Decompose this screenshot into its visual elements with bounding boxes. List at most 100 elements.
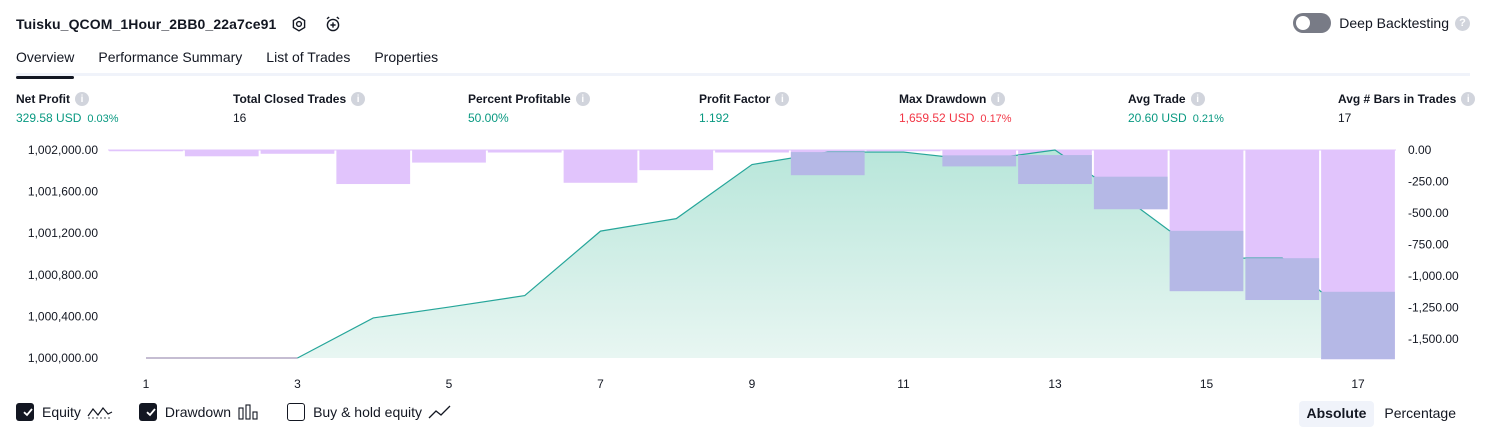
checkbox-drawdown[interactable] bbox=[138, 403, 157, 421]
metric-profit-factor: Profit Factor i 1.192 bbox=[699, 92, 790, 125]
tab-list-of-trades[interactable]: List of Trades bbox=[266, 49, 351, 65]
drawdown-bar[interactable] bbox=[866, 150, 941, 152]
y-right-tick-label: -250.00 bbox=[1408, 175, 1449, 189]
info-icon[interactable]: i bbox=[351, 92, 366, 106]
metric-value: 1,659.52 USD bbox=[899, 111, 975, 125]
mode-percentage-button[interactable]: Percentage bbox=[1384, 405, 1456, 421]
checkbox-equity[interactable] bbox=[16, 403, 34, 421]
strategy-header: Tuisku_QCOM_1Hour_2BB0_22a7ce91 bbox=[16, 12, 344, 36]
x-tick-label: 13 bbox=[1048, 377, 1062, 391]
metric-label: Profit Factor bbox=[699, 92, 771, 106]
legend-label: Drawdown bbox=[164, 404, 232, 420]
info-icon[interactable]: i bbox=[775, 92, 790, 106]
equity-area bbox=[146, 150, 1358, 358]
x-tick-label: 1 bbox=[143, 377, 150, 391]
y-left-tick-label: 1,000,400.00 bbox=[28, 309, 98, 323]
metric-value: 20.60 USD bbox=[1128, 111, 1187, 125]
x-tick-label: 11 bbox=[897, 377, 910, 391]
x-tick-label: 7 bbox=[597, 377, 604, 391]
metric-max-drawdown: Max Drawdown i 1,659.52 USD 0.17% bbox=[899, 92, 1012, 125]
legend-equity[interactable]: Equity bbox=[16, 403, 113, 421]
metric-value: 329.58 USD bbox=[16, 111, 82, 125]
metric-label: Avg Trade bbox=[1128, 92, 1186, 106]
tab-performance-summary[interactable]: Performance Summary bbox=[98, 49, 243, 65]
x-tick-label: 5 bbox=[446, 377, 453, 391]
report-tabs: Overview Performance Summary List of Tra… bbox=[16, 44, 1470, 79]
drawdown-overlap bbox=[942, 155, 1017, 167]
drawdown-bar[interactable] bbox=[563, 150, 638, 183]
drawdown-bar[interactable] bbox=[260, 150, 335, 154]
metric-value: 1.192 bbox=[699, 111, 730, 125]
deep-backtesting: Deep Backtesting ? bbox=[1293, 13, 1470, 33]
metric-label: Net Profit bbox=[16, 92, 70, 106]
legend-label: Equity bbox=[42, 404, 81, 420]
drawdown-bar[interactable] bbox=[109, 150, 183, 152]
metric-total-closed-trades: Total Closed Trades i 16 bbox=[233, 92, 366, 125]
info-icon[interactable]: i bbox=[575, 92, 590, 106]
settings-icon[interactable] bbox=[288, 13, 310, 35]
info-icon[interactable]: i bbox=[991, 92, 1006, 106]
info-icon[interactable]: i bbox=[1190, 92, 1205, 106]
y-right-tick-label: -1,000.00 bbox=[1408, 269, 1459, 283]
deep-backtesting-label: Deep Backtesting bbox=[1339, 15, 1449, 31]
legend-drawdown[interactable]: Drawdown bbox=[138, 403, 261, 421]
drawdown-overlap bbox=[790, 152, 865, 176]
chart-legend: Equity Drawdown Buy & hold equity bbox=[16, 403, 478, 421]
metric-label: Avg # Bars in Trades bbox=[1338, 92, 1457, 106]
tab-properties[interactable]: Properties bbox=[374, 49, 439, 65]
metric-value: 17 bbox=[1338, 111, 1352, 125]
y-right-tick-label: 0.00 bbox=[1408, 143, 1432, 157]
mode-absolute-button[interactable]: Absolute bbox=[1298, 401, 1375, 427]
y-right-tick-label: -1,250.00 bbox=[1408, 301, 1459, 315]
drawdown-overlap bbox=[1093, 176, 1168, 210]
metric-label: Percent Profitable bbox=[468, 92, 571, 106]
metric-label: Max Drawdown bbox=[899, 92, 987, 106]
buyhold-line-icon bbox=[428, 405, 451, 419]
drawdown-bar[interactable] bbox=[184, 150, 259, 157]
drawdown-bar[interactable] bbox=[639, 150, 714, 171]
legend-label: Buy & hold equity bbox=[313, 404, 423, 420]
drawdown-bar[interactable] bbox=[336, 150, 411, 185]
drawdown-overlap bbox=[1321, 291, 1395, 360]
drawdown-bar[interactable] bbox=[487, 150, 562, 153]
x-tick-label: 9 bbox=[749, 377, 756, 391]
drawdown-bar[interactable] bbox=[412, 150, 486, 163]
metric-label: Total Closed Trades bbox=[233, 92, 347, 106]
y-left-tick-label: 1,001,200.00 bbox=[28, 226, 98, 240]
value-mode-switch: Absolute Percentage bbox=[1297, 401, 1465, 427]
metric-percent: 0.21% bbox=[1192, 113, 1224, 125]
metric-percent-profitable: Percent Profitable i 50.00% bbox=[468, 92, 590, 125]
drawdown-overlap bbox=[1245, 258, 1320, 301]
drawdown-overlap bbox=[1018, 155, 1092, 185]
legend-buy-hold-equity[interactable]: Buy & hold equity bbox=[287, 403, 452, 421]
drawdown-bars-icon bbox=[238, 404, 258, 420]
metric-percent: 0.03% bbox=[87, 113, 119, 125]
metric-net-profit: Net Profit i 329.58 USD 0.03% bbox=[16, 92, 119, 125]
metric-value: 50.00% bbox=[468, 111, 509, 125]
equity-line-icon bbox=[87, 407, 113, 419]
x-tick-label: 3 bbox=[294, 377, 301, 391]
strategy-name: Tuisku_QCOM_1Hour_2BB0_22a7ce91 bbox=[16, 16, 277, 32]
toggle-knob bbox=[1296, 16, 1311, 30]
metric-avg-trade: Avg Trade i 20.60 USD 0.21% bbox=[1128, 92, 1224, 125]
y-left-tick-label: 1,002,000.00 bbox=[28, 143, 98, 157]
y-left-tick-label: 1,000,800.00 bbox=[28, 268, 98, 282]
info-icon[interactable]: i bbox=[75, 92, 89, 106]
x-tick-label: 15 bbox=[1200, 377, 1214, 391]
y-right-tick-label: -1,500.00 bbox=[1408, 332, 1459, 346]
metrics-row: Net Profit i 329.58 USD 0.03% Total Closed… bbox=[0, 92, 1486, 132]
y-left-tick-label: 1,000,000.00 bbox=[28, 351, 98, 365]
metric-avg-bars-in-trades: Avg # Bars in Trades i 17 bbox=[1338, 92, 1476, 125]
info-icon[interactable]: i bbox=[1461, 92, 1476, 106]
x-tick-label: 17 bbox=[1351, 377, 1365, 391]
y-right-tick-label: -500.00 bbox=[1408, 206, 1449, 220]
equity-drawdown-chart[interactable]: 1,002,000.00 1,001,600.00 1,001,200.00 1,00… bbox=[0, 136, 1486, 396]
add-alert-icon[interactable] bbox=[322, 13, 344, 35]
drawdown-bar[interactable] bbox=[715, 150, 789, 153]
deep-backtesting-toggle[interactable] bbox=[1293, 13, 1332, 33]
checkbox-buy-hold-equity[interactable] bbox=[287, 403, 306, 421]
y-left-tick-label: 1,001,600.00 bbox=[28, 185, 98, 199]
metric-value: 16 bbox=[233, 111, 247, 125]
help-icon[interactable]: ? bbox=[1455, 15, 1470, 31]
tab-overview[interactable]: Overview bbox=[16, 44, 75, 79]
